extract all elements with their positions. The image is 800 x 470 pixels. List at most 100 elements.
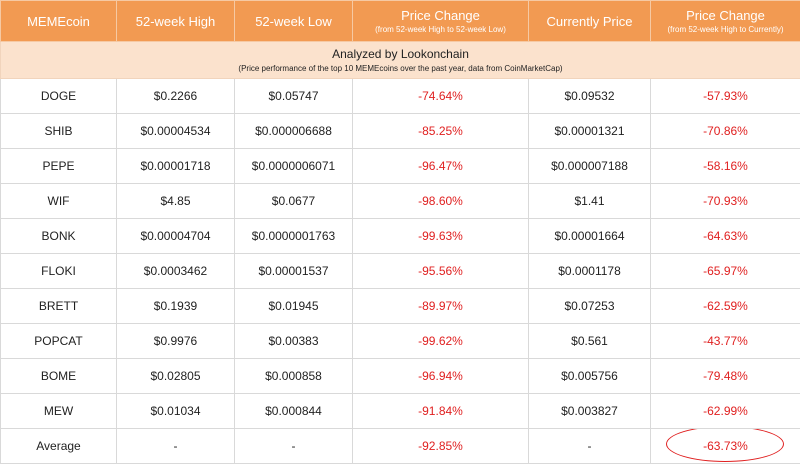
cell-memecoin: BONK [0, 218, 117, 254]
cell-52-week-high: $0.0003462 [116, 253, 235, 289]
cell-currently-price: $0.00001664 [528, 218, 651, 254]
cell-52-week-low: $0.01945 [234, 288, 353, 324]
cell-price-change-high-current: -63.73% [650, 428, 800, 464]
cell-52-week-low: $0.000006688 [234, 113, 353, 149]
banner-cell: Analyzed by Lookonchain (Price performan… [0, 41, 800, 79]
cell-currently-price: $0.000007188 [528, 148, 651, 184]
column-header-memecoin: MEMEcoin [0, 0, 117, 42]
cell-52-week-high: $0.2266 [116, 78, 235, 114]
cell-price-change-high-low: -98.60% [352, 183, 529, 219]
cell-price-change-high-low: -89.97% [352, 288, 529, 324]
column-header-52-week-high: 52-week High [116, 0, 235, 42]
column-header-price-change-high-current: Price Change (from 52-week High to Curre… [650, 0, 800, 42]
table-body: Analyzed by Lookonchain (Price performan… [0, 41, 800, 464]
column-header-price-change-high-low: Price Change (from 52-week High to 52-we… [352, 0, 529, 42]
cell-52-week-low: - [234, 428, 353, 464]
cell-price-change-high-current: -70.86% [650, 113, 800, 149]
cell-currently-price: $0.561 [528, 323, 651, 359]
cell-price-change-high-current: -62.99% [650, 393, 800, 429]
table-row: DOGE $0.2266 $0.05747 -74.64% $0.09532 -57.93… [0, 78, 800, 114]
cell-price-change-high-low: -74.64% [352, 78, 529, 114]
cell-price-change-high-low: -85.25% [352, 113, 529, 149]
cell-price-change-high-low: -99.62% [352, 323, 529, 359]
cell-52-week-high: $0.00001718 [116, 148, 235, 184]
average-row: Average - - -92.85% - -63.73% [0, 428, 800, 464]
cell-52-week-high: $0.00004704 [116, 218, 235, 254]
table-row: WIF $4.85 $0.0677 -98.60% $1.41 -70.93% [0, 183, 800, 219]
column-header-sublabel: (from 52-week High to Currently) [667, 25, 784, 34]
cell-currently-price: $0.0001178 [528, 253, 651, 289]
column-header-label: 52-week Low [255, 13, 332, 29]
cell-price-change-high-low: -92.85% [352, 428, 529, 464]
cell-price-change-high-low: -96.94% [352, 358, 529, 394]
column-header-52-week-low: 52-week Low [234, 0, 353, 42]
header-row: MEMEcoin 52-week High 52-week Low Price … [0, 0, 800, 42]
column-header-sublabel: (from 52-week High to 52-week Low) [375, 25, 506, 34]
cell-52-week-high: $0.02805 [116, 358, 235, 394]
cell-currently-price: $0.09532 [528, 78, 651, 114]
highlighted-average: -63.73% [666, 429, 785, 462]
cell-52-week-high: $4.85 [116, 183, 235, 219]
cell-currently-price: $0.003827 [528, 393, 651, 429]
table-row: MEW $0.01034 $0.000844 -91.84% $0.003827 -62.… [0, 393, 800, 429]
cell-52-week-low: $0.00383 [234, 323, 353, 359]
cell-52-week-low: $0.05747 [234, 78, 353, 114]
cell-price-change-high-current: -64.63% [650, 218, 800, 254]
column-header-currently-price: Currently Price [528, 0, 651, 42]
cell-52-week-low: $0.00001537 [234, 253, 353, 289]
cell-memecoin: FLOKI [0, 253, 117, 289]
cell-52-week-low: $0.0677 [234, 183, 353, 219]
cell-52-week-high: $0.9976 [116, 323, 235, 359]
cell-memecoin: PEPE [0, 148, 117, 184]
cell-currently-price: $0.005756 [528, 358, 651, 394]
cell-52-week-low: $0.0000006071 [234, 148, 353, 184]
cell-price-change-high-current: -57.93% [650, 78, 800, 114]
column-header-label: 52-week High [135, 13, 216, 29]
cell-memecoin: MEW [0, 393, 117, 429]
column-header-label: MEMEcoin [27, 13, 90, 29]
column-header-label: Currently Price [546, 13, 633, 29]
table-row: FLOKI $0.0003462 $0.00001537 -95.56% $0.0001… [0, 253, 800, 289]
table-row: POPCAT $0.9976 $0.00383 -99.62% $0.561 -43.77… [0, 323, 800, 359]
highlight-circle [666, 429, 785, 462]
column-header-label: Price Change [401, 8, 480, 23]
banner-subtitle: (Price performance of the top 10 MEMEcoi… [238, 64, 563, 73]
cell-price-change-high-current: -70.93% [650, 183, 800, 219]
cell-currently-price: $0.07253 [528, 288, 651, 324]
cell-52-week-low: $0.0000001763 [234, 218, 353, 254]
cell-memecoin: POPCAT [0, 323, 117, 359]
cell-price-change-high-current: -65.97% [650, 253, 800, 289]
cell-52-week-high: $0.01034 [116, 393, 235, 429]
cell-memecoin: WIF [0, 183, 117, 219]
table-row: SHIB $0.00004534 $0.000006688 -85.25% $0.000… [0, 113, 800, 149]
cell-price-change-high-current: -62.59% [650, 288, 800, 324]
cell-price-change-high-current: -58.16% [650, 148, 800, 184]
cell-52-week-high: $0.00004534 [116, 113, 235, 149]
banner-row: Analyzed by Lookonchain (Price performan… [0, 41, 800, 79]
table-row: BRETT $0.1939 $0.01945 -89.97% $0.07253 -62.5… [0, 288, 800, 324]
cell-memecoin: DOGE [0, 78, 117, 114]
cell-52-week-high: $0.1939 [116, 288, 235, 324]
cell-52-week-low: $0.000858 [234, 358, 353, 394]
cell-currently-price: - [528, 428, 651, 464]
cell-memecoin: BRETT [0, 288, 117, 324]
cell-price-change-high-low: -95.56% [352, 253, 529, 289]
cell-price-change-high-current: -43.77% [650, 323, 800, 359]
cell-currently-price: $1.41 [528, 183, 651, 219]
banner-title: Analyzed by Lookonchain [332, 47, 469, 61]
cell-currently-price: $0.00001321 [528, 113, 651, 149]
cell-memecoin: BOME [0, 358, 117, 394]
table-row: PEPE $0.00001718 $0.0000006071 -96.47% $0.00… [0, 148, 800, 184]
table-row: BOME $0.02805 $0.000858 -96.94% $0.005756 -79… [0, 358, 800, 394]
cell-memecoin: SHIB [0, 113, 117, 149]
table-header: MEMEcoin 52-week High 52-week Low Price … [0, 0, 800, 42]
table-row: BONK $0.00004704 $0.0000001763 -99.63% $0.00… [0, 218, 800, 254]
cell-price-change-high-current: -79.48% [650, 358, 800, 394]
cell-price-change-high-low: -96.47% [352, 148, 529, 184]
cell-memecoin: Average [0, 428, 117, 464]
cell-price-change-high-low: -99.63% [352, 218, 529, 254]
cell-price-change-high-low: -91.84% [352, 393, 529, 429]
column-header-label: Price Change [686, 8, 765, 23]
cell-52-week-low: $0.000844 [234, 393, 353, 429]
